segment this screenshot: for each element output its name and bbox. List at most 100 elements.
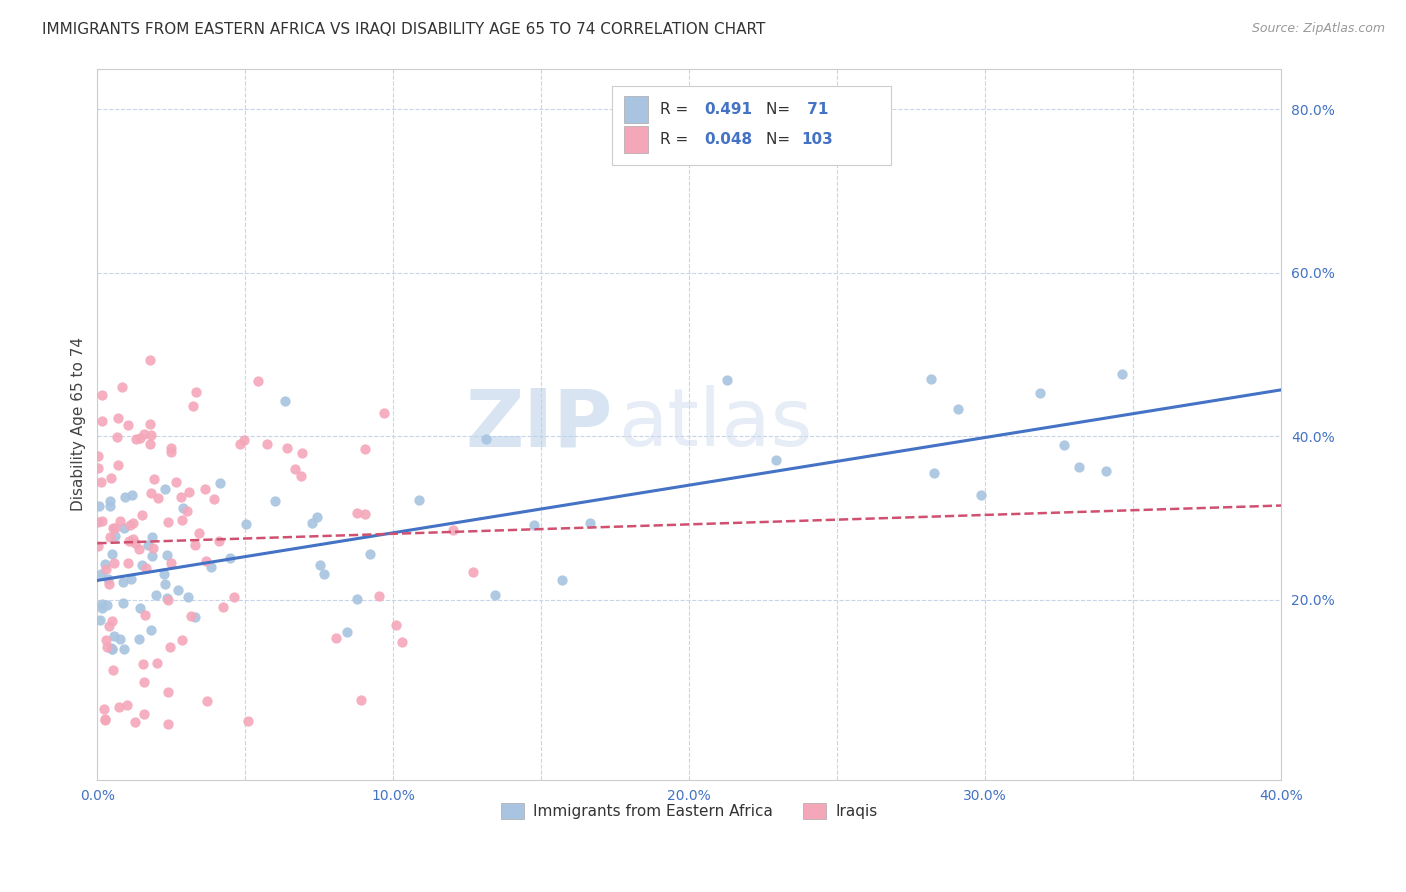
Point <box>235 516 257 531</box>
Point <box>195 693 218 707</box>
Point <box>354 442 377 457</box>
Point <box>155 577 177 591</box>
Legend: Immigrants from Eastern Africa, Iraqis: Immigrants from Eastern Africa, Iraqis <box>495 797 884 825</box>
Point <box>139 353 162 368</box>
Point <box>107 410 129 425</box>
Point <box>101 641 124 656</box>
Point <box>122 532 145 546</box>
Point <box>765 453 787 467</box>
Text: N=: N= <box>766 132 796 147</box>
Text: IMMIGRANTS FROM EASTERN AFRICA VS IRAQI DISABILITY AGE 65 TO 74 CORRELATION CHAR: IMMIGRANTS FROM EASTERN AFRICA VS IRAQI … <box>42 22 765 37</box>
Point <box>93 702 115 716</box>
Point <box>1095 464 1118 478</box>
Point <box>94 712 117 726</box>
Point <box>94 633 117 648</box>
Point <box>391 634 413 648</box>
Point <box>117 698 139 712</box>
Point <box>135 560 157 574</box>
Point <box>146 656 169 670</box>
Point <box>211 599 233 614</box>
Point <box>94 713 117 727</box>
Point <box>90 475 112 489</box>
Point <box>1053 438 1076 452</box>
Point <box>111 596 134 610</box>
Point <box>124 714 146 729</box>
Point <box>170 490 193 504</box>
Text: 103: 103 <box>801 132 834 147</box>
Point <box>90 388 112 402</box>
Point <box>716 373 738 387</box>
Point <box>160 442 183 456</box>
Point <box>222 590 245 604</box>
Point <box>579 516 602 531</box>
Point <box>177 590 200 604</box>
Point <box>138 437 160 451</box>
Point <box>307 510 329 524</box>
Point <box>129 601 152 615</box>
Point <box>94 561 117 575</box>
Point <box>134 706 156 721</box>
Point <box>233 433 256 447</box>
Point <box>101 547 124 561</box>
Point <box>98 500 121 514</box>
Point <box>101 521 124 535</box>
Point <box>91 597 114 611</box>
Point <box>1029 385 1052 400</box>
Point <box>86 449 108 463</box>
Point <box>121 488 143 502</box>
Point <box>114 490 136 504</box>
Point <box>200 560 222 574</box>
Point <box>184 538 207 552</box>
Point <box>94 557 117 571</box>
Point <box>202 492 225 507</box>
Point <box>108 700 131 714</box>
Point <box>132 427 155 442</box>
Point <box>238 714 260 728</box>
Point <box>284 462 307 476</box>
Point <box>141 549 163 563</box>
Point <box>156 592 179 607</box>
Point <box>101 614 124 628</box>
Point <box>325 631 347 645</box>
Point <box>228 437 250 451</box>
Point <box>118 533 141 548</box>
Point <box>172 633 194 648</box>
Point <box>132 657 155 671</box>
Point <box>946 401 969 416</box>
Point <box>181 399 204 413</box>
Point <box>87 500 110 514</box>
Point <box>301 516 323 531</box>
Point <box>441 523 464 537</box>
Point <box>350 693 373 707</box>
Point <box>291 446 314 460</box>
Point <box>484 588 506 602</box>
Text: 0.491: 0.491 <box>704 102 752 117</box>
Point <box>97 576 120 591</box>
Point <box>101 641 124 656</box>
Point <box>157 716 180 731</box>
Point <box>91 414 114 428</box>
Point <box>103 556 125 570</box>
Point <box>120 572 142 586</box>
Point <box>101 663 124 677</box>
Point <box>134 608 156 623</box>
Point <box>184 609 207 624</box>
Point <box>970 488 993 502</box>
Point <box>90 601 112 615</box>
Text: ZIP: ZIP <box>465 385 612 463</box>
FancyBboxPatch shape <box>612 87 890 164</box>
Point <box>1111 367 1133 381</box>
Point <box>87 515 110 529</box>
Point <box>290 468 312 483</box>
Point <box>157 515 180 529</box>
Point <box>108 514 131 528</box>
Point <box>139 486 162 500</box>
Point <box>170 513 193 527</box>
Point <box>408 492 430 507</box>
Point <box>256 437 278 451</box>
Point <box>208 475 231 490</box>
Point <box>148 491 170 506</box>
Point <box>336 625 359 640</box>
Point <box>373 406 395 420</box>
Bar <box>624 95 648 122</box>
